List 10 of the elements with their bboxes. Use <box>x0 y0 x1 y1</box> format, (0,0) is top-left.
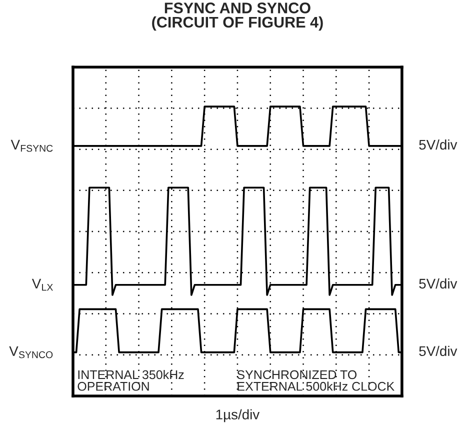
text: 5V/div <box>419 346 458 356</box>
x-axis-title: 1µs/div <box>216 409 260 422</box>
annotation: INTERNAL 350kHz OPERATION <box>78 370 184 391</box>
text: 5V/div <box>419 139 458 150</box>
chart-title: FSYNC AND SYNCO (CIRCUIT OF FIGURE 4) <box>152 2 323 31</box>
series-label: V$_{SYNCO}$ <box>9 346 53 358</box>
series-label: V$_{FSYNC}$ <box>10 140 53 152</box>
annotation: SYNCHRONIZED TO EXTERNAL 500kHz CLOCK <box>237 370 394 391</box>
text: 5V/div <box>419 278 458 289</box>
series-label: V$_{LX}$ <box>32 278 53 291</box>
